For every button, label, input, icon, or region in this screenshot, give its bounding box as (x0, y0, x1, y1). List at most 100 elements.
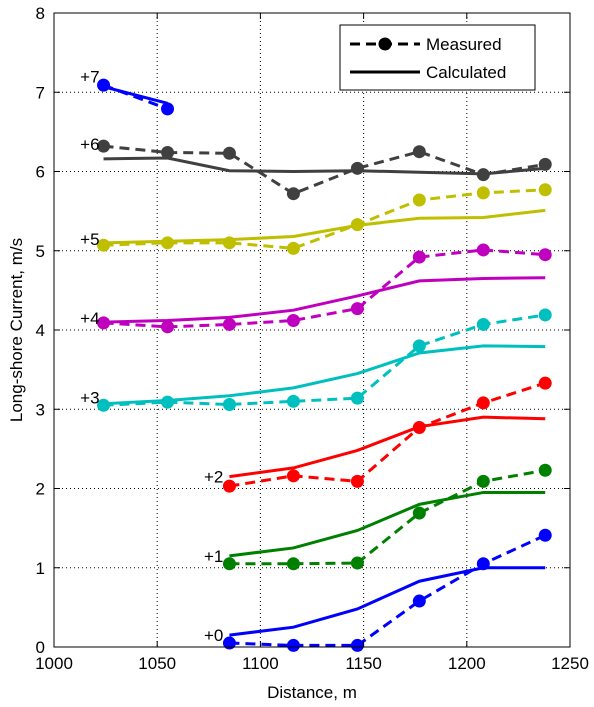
series-offset-label: +3 (80, 388, 99, 407)
measured-point (97, 398, 111, 412)
measured-point (412, 193, 426, 207)
measured-point (350, 161, 364, 175)
measured-point (412, 145, 426, 159)
measured-point (161, 236, 175, 250)
calculated-line (229, 490, 546, 558)
calculated-line (229, 566, 546, 637)
calculated-line (103, 85, 168, 105)
y-tick-label: 6 (36, 163, 45, 182)
series-offset-label: +1 (204, 547, 223, 566)
x-tick-label: 1050 (138, 654, 176, 673)
y-tick-label: 2 (36, 480, 45, 499)
measured-point (222, 557, 236, 571)
measured-point (538, 376, 552, 390)
calculated-line (103, 156, 546, 176)
measured-point (476, 243, 490, 257)
y-tick-label: 1 (36, 559, 45, 578)
measured-line (103, 188, 546, 250)
x-tick-label: 1200 (448, 654, 486, 673)
measured-point (286, 394, 300, 408)
measured-point (476, 168, 490, 182)
y-tick-label: 3 (36, 400, 45, 419)
measured-point (222, 636, 236, 650)
measured-point (286, 187, 300, 201)
series-layer: +0 +1 +2 +3 +4 +5 +6 +7 (80, 67, 552, 652)
series-group: +2 (204, 376, 552, 493)
measured-point (350, 302, 364, 316)
measured-point (222, 479, 236, 493)
series-group: +3 (80, 308, 552, 412)
axes: 1000 1050 1100 1150 1200 1250 0 1 2 3 4 5 6 7 8 (35, 4, 589, 673)
series-group: +4 (80, 243, 552, 334)
measured-point (350, 556, 364, 570)
x-tick-label: 1100 (242, 654, 279, 673)
measured-point (476, 557, 490, 571)
measured-line (103, 83, 169, 111)
y-tick-label: 5 (36, 242, 45, 261)
legend: Measured Calculated (339, 24, 536, 91)
measured-line (103, 144, 546, 196)
measured-point (412, 420, 426, 434)
x-tick-label: 1150 (345, 654, 382, 673)
series-group: +0 (204, 528, 552, 652)
measured-point (286, 469, 300, 483)
series-group: +1 (204, 463, 552, 571)
measured-point (476, 474, 490, 488)
y-tick-label: 8 (36, 4, 45, 23)
x-axis-label: Distance, m (267, 683, 357, 702)
y-tick-label: 0 (36, 638, 45, 657)
measured-point (538, 157, 552, 171)
measured-point (350, 391, 364, 405)
series-group: +6 (80, 135, 552, 201)
measured-line (103, 248, 546, 329)
measured-point (97, 78, 111, 92)
calculated-line (103, 344, 546, 406)
plot-area (54, 13, 570, 647)
measured-point (412, 594, 426, 608)
series-offset-label: +0 (204, 626, 223, 645)
y-tick-label: 4 (36, 321, 45, 340)
measured-point (538, 528, 552, 542)
measured-point (412, 339, 426, 353)
legend-calculated-label: Calculated (426, 63, 506, 82)
measured-point (222, 236, 236, 250)
measured-line (229, 468, 546, 566)
series-offset-label: +7 (80, 67, 99, 86)
measured-point (476, 186, 490, 200)
series-group: +5 (80, 183, 552, 255)
measured-point (222, 317, 236, 331)
measured-point (412, 506, 426, 520)
measured-point (286, 638, 300, 652)
measured-point (222, 146, 236, 160)
measured-point (350, 638, 364, 652)
measured-point (222, 397, 236, 411)
measured-line (229, 381, 546, 488)
calculated-line (103, 208, 546, 245)
measured-point (161, 145, 175, 159)
measured-point (97, 238, 111, 252)
measured-point (97, 316, 111, 330)
measured-point (350, 474, 364, 488)
legend-measured-label: Measured (426, 35, 502, 54)
measured-point (286, 241, 300, 255)
series-offset-label: +5 (80, 230, 99, 249)
measured-line (229, 533, 546, 647)
measured-point (476, 317, 490, 331)
measured-point (161, 102, 175, 116)
measured-point (350, 218, 364, 232)
calculated-line (229, 415, 546, 479)
measured-point (538, 463, 552, 477)
measured-point (538, 308, 552, 322)
y-tick-label: 7 (36, 83, 45, 102)
series-group: +7 (80, 67, 175, 116)
measured-point (538, 183, 552, 197)
legend-box (339, 24, 536, 91)
series-offset-label: +2 (204, 468, 223, 487)
x-tick-label: 1000 (35, 654, 73, 673)
measured-point (476, 396, 490, 410)
measured-point (286, 313, 300, 327)
measured-point (412, 250, 426, 264)
measured-line (103, 313, 546, 407)
y-axis-label: Long-shore Current, m/s (7, 238, 26, 422)
